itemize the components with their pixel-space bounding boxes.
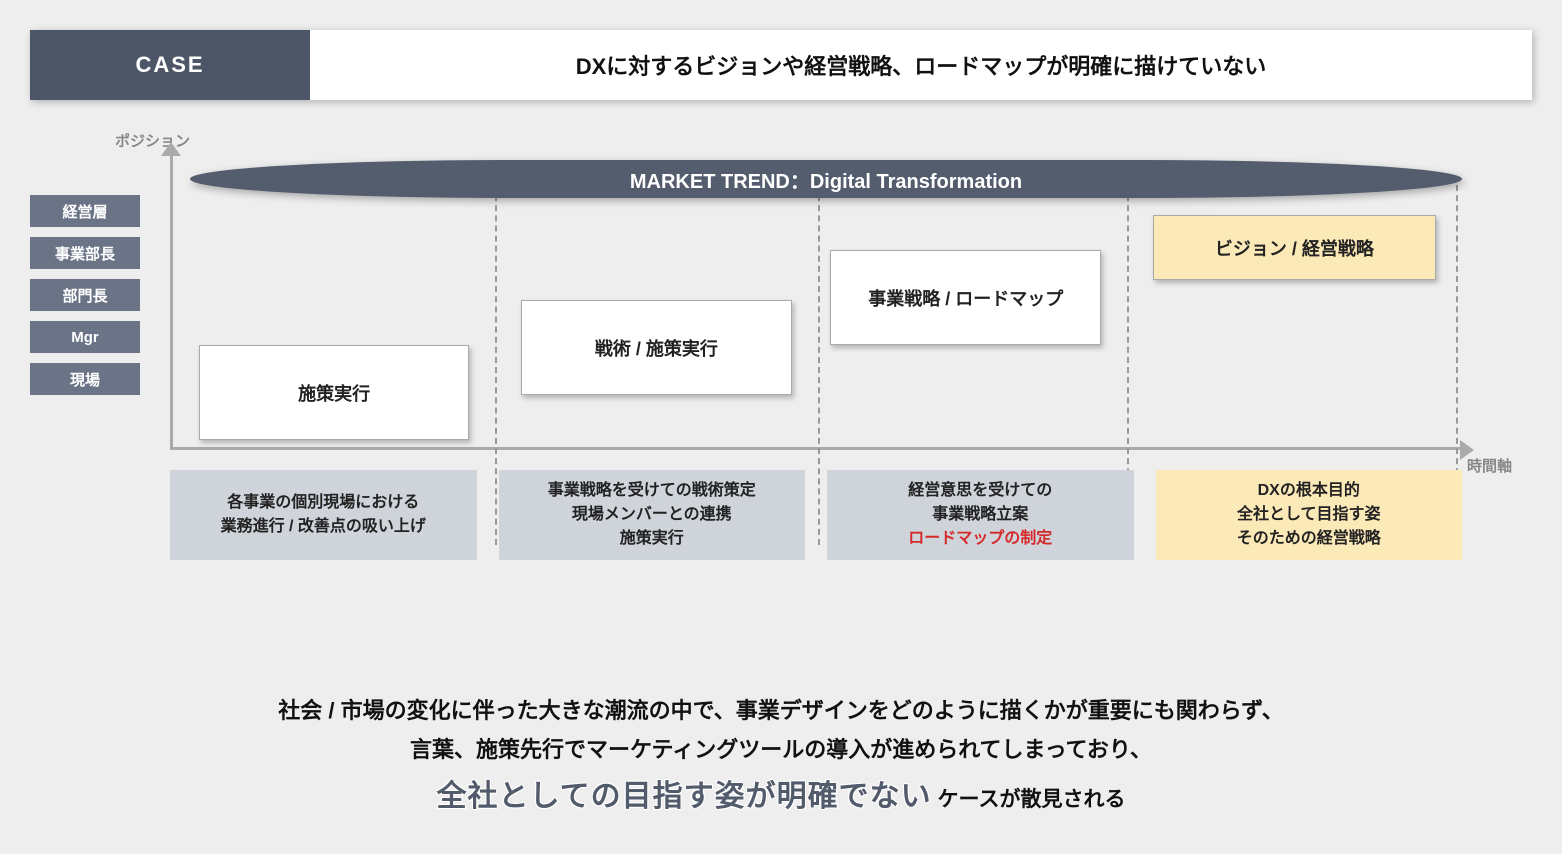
desc-line: 施策実行 [620,527,684,551]
desc-line: そのための経営戦略 [1237,527,1381,551]
page-title: DXに対するビジョンや経営戦略、ロードマップが明確に描けていない [310,30,1532,100]
y-tag: Mgr [30,321,140,353]
desc-line: 現場メンバーとの連携 [572,503,732,527]
desc-box-3: 経営意思を受けての 事業戦略立案 ロードマップの制定 [827,470,1134,560]
step-box-4: ビジョン / 経営戦略 [1153,215,1437,280]
desc-line-highlight: ロードマップの制定 [908,527,1052,551]
footer-line-1: 社会 / 市場の変化に伴った大きな潮流の中で、事業デザインをどのように描くかが重… [0,691,1562,731]
market-trend-banner: MARKET TREND：Digital Transformation [190,160,1462,198]
description-row: 各事業の個別現場における 業務進行 / 改善点の吸い上げ 事業戦略を受けての戦術… [170,470,1462,560]
desc-box-1: 各事業の個別現場における 業務進行 / 改善点の吸い上げ [170,470,477,560]
y-tag: 事業部長 [30,237,140,269]
step-box-3: 事業戦略 / ロードマップ [830,250,1101,345]
y-tag: 部門長 [30,279,140,311]
step-label: 戦術 / 施策実行 [595,335,718,361]
step-box-1: 施策実行 [199,345,470,440]
step-box-2: 戦術 / 施策実行 [521,300,792,395]
y-tag: 経営層 [30,195,140,227]
desc-line: 全社として目指す姿 [1237,503,1381,527]
footer-line-3: 全社としての目指す姿が明確でない ケースが散見される [0,770,1562,824]
y-axis-categories: 経営層 事業部長 部門長 Mgr 現場 [30,195,140,395]
desc-line: 経営意思を受けての [908,479,1052,503]
desc-line: 業務進行 / 改善点の吸い上げ [221,515,426,539]
footer-tail: ケースが散見される [932,788,1126,811]
y-tag: 現場 [30,363,140,395]
x-axis-label: 時間軸 [1467,455,1512,476]
footer-summary: 社会 / 市場の変化に伴った大きな潮流の中で、事業デザインをどのように描くかが重… [0,691,1562,824]
desc-line: 事業戦略を受けての戦術策定 [548,479,756,503]
header: CASE DXに対するビジョンや経営戦略、ロードマップが明確に描けていない [30,30,1532,100]
desc-box-4: DXの根本目的 全社として目指す姿 そのための経営戦略 [1156,470,1463,560]
desc-box-2: 事業戦略を受けての戦術策定 現場メンバーとの連携 施策実行 [499,470,806,560]
footer-line-2: 言葉、施策先行でマーケティングツールの導入が進められてしまっており、 [0,730,1562,770]
chart-area: ポジション 経営層 事業部長 部門長 Mgr 現場 施策実行 戦術 / 施策実行… [30,140,1502,580]
footer-emphasis: 全社としての目指す姿が明確でない [437,780,932,813]
step-label: ビジョン / 経営戦略 [1215,235,1374,261]
desc-line: 各事業の個別現場における [227,491,419,515]
step-label: 事業戦略 / ロードマップ [868,285,1063,311]
desc-line: 事業戦略立案 [932,503,1028,527]
step-label: 施策実行 [298,380,370,406]
case-badge: CASE [30,30,310,100]
desc-line: DXの根本目的 [1258,479,1360,503]
